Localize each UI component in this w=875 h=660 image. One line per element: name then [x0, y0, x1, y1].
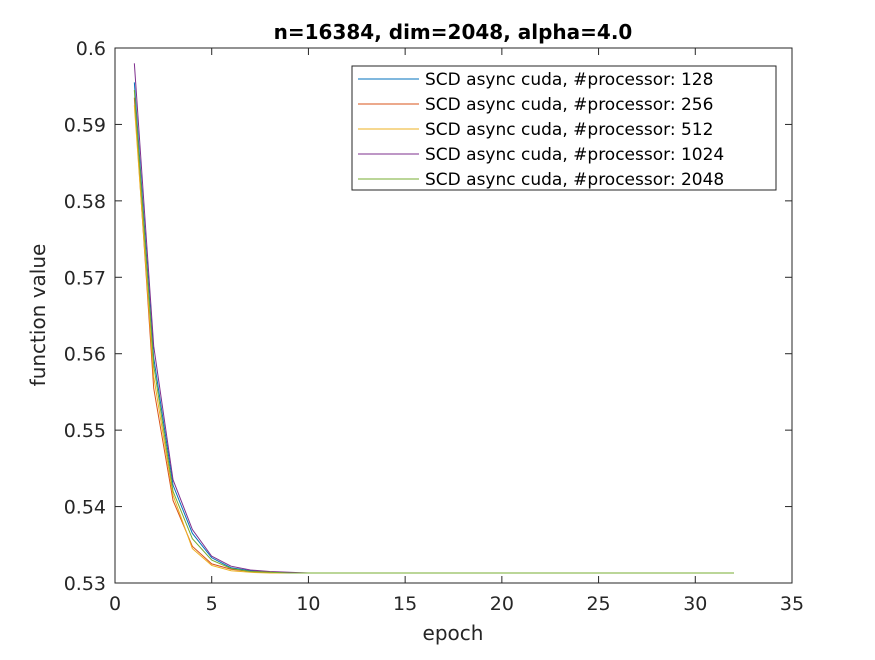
axes	[114, 47, 793, 584]
x-tick-label: 20	[490, 593, 514, 615]
x-tick-label: 30	[683, 593, 707, 615]
y-tick-label: 0.55	[64, 420, 106, 442]
y-tick-label: 0.57	[64, 267, 106, 289]
y-tick-label: 0.54	[64, 497, 106, 519]
y-axis-label: function value	[26, 244, 50, 387]
y-tick-label: 0.58	[64, 191, 106, 213]
x-tick-label: 25	[586, 593, 610, 615]
x-tick-label: 15	[393, 593, 417, 615]
legend: SCD async cuda, #processor: 128 SCD async…	[351, 65, 777, 191]
series-line-4	[133, 90, 734, 574]
x-tick-label: 5	[206, 593, 218, 615]
y-tick-label: 0.59	[64, 114, 106, 136]
x-tick-label: 0	[109, 593, 121, 615]
x-tick-label: 35	[780, 593, 804, 615]
y-tick-label: 0.6	[76, 38, 106, 60]
axes-box	[114, 47, 793, 584]
y-tick-label: 0.53	[64, 573, 106, 595]
chart-title: n=16384, dim=2048, alpha=4.0	[274, 20, 633, 44]
legend-entry-2: SCD async cuda, #processor: 512	[425, 120, 713, 140]
x-tick-label: 10	[296, 593, 320, 615]
legend-entry-1: SCD async cuda, #processor: 256	[425, 95, 713, 115]
legend-box	[351, 65, 777, 191]
x-axis-ticks: 0 5 10 15 20 25 30 35	[109, 48, 804, 615]
series-line-3	[133, 63, 734, 574]
legend-entry-0: SCD async cuda, #processor: 128	[425, 70, 713, 90]
y-axis-ticks: 0.53 0.54 0.55 0.56 0.57 0.58 0.59 0.6	[64, 38, 792, 595]
series-layer	[133, 63, 734, 574]
x-axis-label: epoch	[423, 621, 484, 645]
legend-entry-4: SCD async cuda, #processor: 2048	[425, 170, 724, 190]
y-tick-label: 0.56	[64, 344, 106, 366]
legend-entry-3: SCD async cuda, #processor: 1024	[425, 145, 724, 165]
